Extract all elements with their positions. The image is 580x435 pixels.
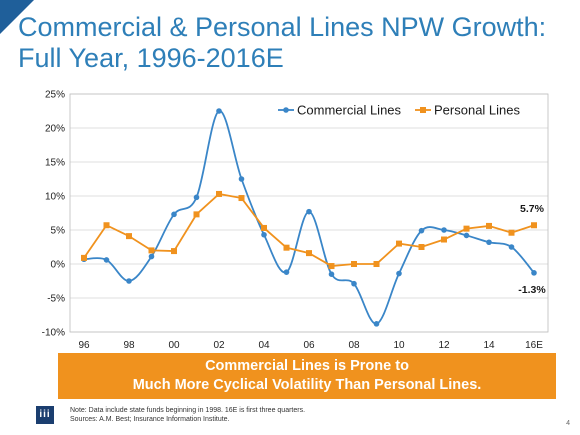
personal-lines-point	[328, 263, 335, 270]
note-line-2: Sources: A.M. Best; Insurance Informatio…	[70, 416, 230, 423]
commercial-lines-point	[306, 208, 312, 215]
y-tick-label: 25%	[45, 90, 65, 101]
personal-lines-point	[486, 222, 492, 229]
plot-frame	[69, 93, 549, 333]
commercial-lines-point	[238, 176, 245, 182]
title-line-1: Commercial & Personal Lines NPW Growth:	[18, 12, 547, 42]
commercial-lines-point	[103, 257, 110, 263]
slide-title: Commercial & Personal Lines NPW Growth: …	[18, 12, 546, 74]
personal-lines-point	[103, 222, 110, 229]
personal-lines-point	[396, 240, 402, 247]
commercial-lines-point	[463, 232, 470, 239]
line-chart: 25% 20% 15% 10% 5% 0% -5% -10% 96 98 00 02 04 06 08 10 1…	[42, 90, 549, 350]
legend-marker-commercial-lines	[283, 107, 289, 113]
commercial-lines-point	[351, 280, 357, 287]
commercial-lines-point	[216, 108, 222, 114]
source-note: Note: Data include state funds beginning…	[70, 406, 305, 424]
x-tick-label: 08	[348, 340, 360, 350]
x-tick-label: 04	[258, 340, 270, 350]
x-tick-label: 96	[78, 340, 90, 350]
personal-lines-point	[81, 254, 87, 261]
personal-lines-point	[148, 247, 155, 254]
personal-lines-point	[463, 225, 470, 232]
chart-series	[81, 108, 537, 327]
commercial-lines-point	[486, 239, 492, 246]
note-line-1: Note: Data include state funds beginning…	[70, 407, 306, 414]
commercial-lines-point	[126, 278, 132, 284]
personal-lines-point	[283, 244, 290, 251]
personal-lines-point	[441, 236, 447, 243]
y-tick-label: 20%	[45, 124, 65, 135]
page-number: 4	[566, 420, 570, 427]
commercial-lines-point	[193, 194, 200, 201]
commercial-lines-point	[328, 271, 335, 278]
x-tick-label: 12	[438, 340, 450, 350]
personal-lines-point	[216, 190, 222, 197]
commercial-lines-point	[441, 227, 447, 233]
commercial-lines-point	[171, 211, 177, 218]
legend-label-personal-lines: Personal Lines	[434, 103, 520, 118]
x-tick-label: 06	[303, 340, 315, 350]
chart-legend: Commercial Lines Personal Lines	[278, 103, 520, 118]
x-tick-label: 98	[123, 340, 135, 350]
legend-marker-personal-lines	[420, 107, 426, 113]
commercial-lines-point	[261, 231, 267, 238]
commercial-lines-line	[83, 110, 535, 325]
y-tick-label: -10%	[42, 328, 65, 339]
commercial-lines-point	[283, 269, 290, 275]
y-tick-label: 10%	[45, 192, 65, 203]
title-line-2: Full Year, 1996-2016E	[18, 43, 284, 73]
personal-lines-point	[306, 250, 312, 257]
personal-lines-point	[238, 195, 245, 202]
personal-lines-point	[261, 224, 267, 231]
banner-line-2: Much More Cyclical Volatility Than Perso…	[132, 377, 482, 393]
personal-lines-point	[126, 233, 132, 240]
commercial-lines-point	[418, 227, 425, 234]
banner-line-1: Commercial Lines is Prone to	[205, 358, 409, 374]
commercial-lines-point	[508, 244, 515, 250]
callout-banner: Commercial Lines is Prone to Much More C…	[58, 353, 556, 399]
y-tick-label: 5%	[51, 226, 66, 237]
personal-lines-point	[531, 222, 537, 229]
x-tick-label: 02	[213, 340, 225, 350]
personal-lines-point	[351, 261, 357, 267]
personal-lines-end-label: 5.7%	[520, 203, 545, 215]
personal-lines-point	[171, 248, 177, 255]
axes: 25% 20% 15% 10% 5% 0% -5% -10% 96 98 00 02 04 06 08 10 1…	[42, 90, 549, 350]
commercial-lines-point	[396, 270, 402, 277]
personal-lines-point	[193, 211, 200, 218]
x-tick-label: 14	[483, 340, 495, 350]
data-labels: -1.3% 5.7%	[518, 203, 546, 296]
commercial-lines-point	[373, 321, 380, 327]
personal-lines-point	[373, 261, 380, 267]
y-tick-label: -5%	[47, 294, 65, 305]
personal-lines-point	[418, 244, 425, 250]
x-tick-label: 16E	[525, 340, 543, 350]
commercial-lines-point	[531, 270, 537, 276]
iii-logo: iii	[36, 406, 54, 424]
legend-label-commercial-lines: Commercial Lines	[297, 103, 402, 118]
corner-accent	[0, 0, 34, 34]
y-tick-label: 15%	[45, 158, 65, 169]
personal-lines-point	[508, 229, 515, 236]
x-tick-label: 00	[168, 340, 180, 350]
commercial-lines-end-label: -1.3%	[518, 284, 546, 296]
y-tick-label: 0%	[51, 260, 66, 271]
x-tick-label: 10	[393, 340, 405, 350]
commercial-lines-point	[148, 253, 155, 260]
